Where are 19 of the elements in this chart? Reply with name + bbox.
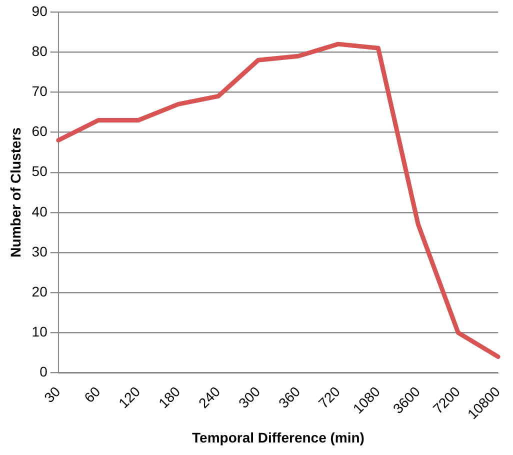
x-tick-label: 240 [195,383,224,412]
x-tick-label: 720 [315,383,344,412]
y-axis-title: Number of Clusters [7,127,24,258]
x-tick-label: 180 [155,383,184,412]
y-tick-label: 20 [32,283,48,300]
y-tick-label: 0 [40,364,48,380]
x-tick-label: 120 [115,383,144,412]
y-tick-label: 60 [32,123,48,140]
x-tick-label: 60 [80,383,104,406]
y-tick-label: 30 [32,243,48,260]
y-tick-label: 10 [32,324,48,340]
x-tick-label: 360 [275,383,304,412]
y-tick-label: 80 [32,42,48,59]
y-tick-label: 90 [32,2,48,19]
x-axis-title: Temporal Difference (min) [192,429,364,446]
x-tick-label: 300 [235,383,264,412]
y-tick-label: 40 [32,203,48,220]
y-tick-label: 70 [32,83,48,100]
y-tick-label: 50 [32,163,48,180]
